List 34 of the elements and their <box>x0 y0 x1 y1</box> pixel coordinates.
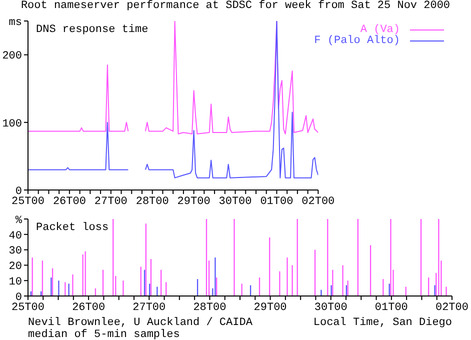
y-tick-label: % <box>15 214 22 227</box>
x-tick-label: 28T00 <box>193 302 226 314</box>
y-tick-label: ms <box>8 16 22 29</box>
y-tick-label: 0 <box>15 292 22 304</box>
x-tick-label: 30T00 <box>314 302 348 314</box>
y-tick-label: 100 <box>2 118 22 130</box>
x-tick-label: 02T00 <box>435 302 469 314</box>
x-tick-label: 25T00 <box>11 302 45 314</box>
x-tick-label: 25T00 <box>11 196 45 208</box>
y-tick-label: 0 <box>15 186 22 198</box>
x-tick-label: 30T00 <box>218 196 252 208</box>
x-tick-label: 01T00 <box>374 302 408 314</box>
chart-subtitle: DNS response time <box>36 24 148 37</box>
x-tick-label: 29T00 <box>177 196 210 208</box>
legend-label: F (Palo Alto) <box>314 34 400 46</box>
x-tick-label: 26T00 <box>72 302 106 314</box>
legend-label: A (Va) <box>360 24 400 36</box>
y-tick-label: 10 <box>8 276 22 289</box>
y-tick-label: 200 <box>2 50 22 63</box>
x-tick-label: 26T00 <box>52 196 86 208</box>
x-tick-label: 02T00 <box>302 196 335 208</box>
x-axis-title: Local Time, San Diego <box>313 317 452 329</box>
chart-subtitle: Packet loss <box>36 222 109 235</box>
y-tick-label: 20 <box>8 261 22 274</box>
y-tick-label: 40 <box>8 230 22 242</box>
x-tick-label: 28T00 <box>136 196 169 208</box>
x-tick-label: 29T00 <box>254 302 287 314</box>
text: median of 5-min samples <box>28 329 180 340</box>
chart-title: Root nameserver performance at SDSC for week from Sat 25 Nov 2000 <box>20 0 452 13</box>
x-tick-label: 01T00 <box>260 196 294 208</box>
x-tick-label: 27T00 <box>132 302 166 314</box>
y-tick-label: 30 <box>8 246 22 258</box>
text: Nevil Brownlee, U Auckland / CAIDA <box>28 317 252 329</box>
x-tick-label: 27T00 <box>94 196 128 208</box>
